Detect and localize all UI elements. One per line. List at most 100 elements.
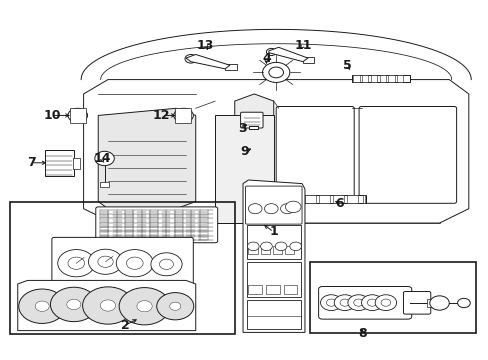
Text: 3: 3 xyxy=(237,122,246,135)
Text: 8: 8 xyxy=(357,327,366,340)
Bar xyxy=(352,75,359,82)
Circle shape xyxy=(137,301,152,312)
Text: 4: 4 xyxy=(262,51,270,64)
Circle shape xyxy=(157,293,193,320)
Circle shape xyxy=(35,301,49,311)
Text: 7: 7 xyxy=(27,156,36,169)
Bar xyxy=(249,126,258,129)
Text: 12: 12 xyxy=(153,109,170,122)
Bar xyxy=(351,75,409,82)
Circle shape xyxy=(339,299,349,306)
FancyBboxPatch shape xyxy=(52,237,193,286)
Circle shape xyxy=(361,295,382,311)
Bar xyxy=(224,64,237,70)
Text: 6: 6 xyxy=(335,197,343,210)
Circle shape xyxy=(353,299,363,306)
Circle shape xyxy=(178,112,188,119)
Circle shape xyxy=(95,151,114,166)
Circle shape xyxy=(184,54,196,63)
Bar xyxy=(387,75,394,82)
FancyBboxPatch shape xyxy=(318,287,411,319)
Circle shape xyxy=(68,108,87,123)
Circle shape xyxy=(151,253,182,276)
Circle shape xyxy=(116,249,153,277)
Polygon shape xyxy=(18,280,195,330)
Text: 10: 10 xyxy=(43,109,61,122)
Bar xyxy=(246,262,300,297)
Bar xyxy=(426,299,431,307)
Circle shape xyxy=(119,288,169,325)
Circle shape xyxy=(88,249,122,274)
Bar xyxy=(310,262,475,333)
Bar xyxy=(305,195,315,203)
Bar xyxy=(362,195,365,203)
Bar xyxy=(272,246,282,253)
Circle shape xyxy=(126,257,143,269)
FancyBboxPatch shape xyxy=(245,186,302,224)
Bar xyxy=(332,195,343,203)
Circle shape xyxy=(320,295,341,311)
Circle shape xyxy=(347,295,368,311)
Polygon shape xyxy=(185,54,229,69)
Bar xyxy=(361,75,367,82)
Circle shape xyxy=(67,299,81,310)
Text: 14: 14 xyxy=(93,152,111,165)
Bar xyxy=(246,225,300,259)
Circle shape xyxy=(68,257,84,269)
Circle shape xyxy=(50,287,97,321)
FancyBboxPatch shape xyxy=(276,107,353,203)
Circle shape xyxy=(326,299,335,306)
Text: 11: 11 xyxy=(294,39,311,52)
Circle shape xyxy=(268,67,283,78)
Bar xyxy=(248,285,262,294)
Circle shape xyxy=(266,48,276,55)
Circle shape xyxy=(159,259,173,269)
Polygon shape xyxy=(98,108,195,209)
Circle shape xyxy=(264,204,278,214)
Bar xyxy=(303,195,366,203)
Circle shape xyxy=(374,295,396,311)
Bar xyxy=(396,75,403,82)
Circle shape xyxy=(457,298,469,308)
Circle shape xyxy=(262,62,289,82)
Circle shape xyxy=(173,108,193,123)
Bar xyxy=(175,108,190,123)
FancyBboxPatch shape xyxy=(358,107,456,203)
Circle shape xyxy=(58,249,95,277)
Text: 9: 9 xyxy=(240,145,248,158)
Circle shape xyxy=(98,256,113,267)
Bar xyxy=(260,246,269,253)
Bar xyxy=(303,57,313,63)
Bar xyxy=(346,195,357,203)
Bar xyxy=(73,158,80,169)
FancyBboxPatch shape xyxy=(403,292,430,314)
Text: 13: 13 xyxy=(196,39,214,52)
Circle shape xyxy=(280,204,294,214)
Bar xyxy=(70,108,85,123)
Circle shape xyxy=(333,295,355,311)
Bar xyxy=(283,285,297,294)
Circle shape xyxy=(247,242,259,251)
Circle shape xyxy=(380,299,390,306)
Circle shape xyxy=(429,296,448,310)
Bar xyxy=(379,75,385,82)
Circle shape xyxy=(289,242,301,251)
Bar xyxy=(44,149,74,176)
Bar xyxy=(100,182,109,187)
Polygon shape xyxy=(268,47,307,62)
FancyBboxPatch shape xyxy=(240,112,263,128)
Bar xyxy=(265,285,279,294)
Circle shape xyxy=(19,289,65,323)
Bar xyxy=(319,195,329,203)
Circle shape xyxy=(275,242,286,251)
Bar xyxy=(285,246,294,253)
Text: 2: 2 xyxy=(121,319,129,332)
Polygon shape xyxy=(234,94,273,223)
Circle shape xyxy=(100,300,115,311)
Circle shape xyxy=(82,287,133,324)
Bar xyxy=(10,202,234,334)
Circle shape xyxy=(169,302,181,310)
Polygon shape xyxy=(83,80,468,223)
Bar xyxy=(370,75,376,82)
FancyBboxPatch shape xyxy=(96,207,217,243)
